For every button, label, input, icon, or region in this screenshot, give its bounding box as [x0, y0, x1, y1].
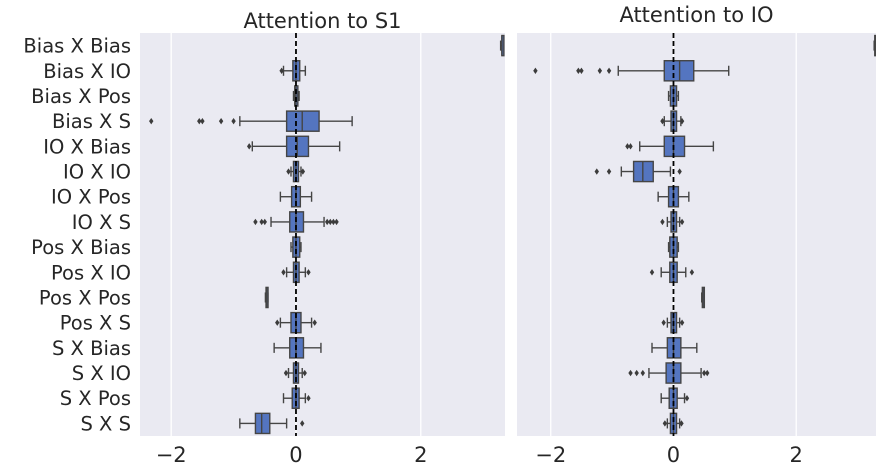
outlier-point: [283, 369, 289, 377]
box-pos-x-bias: [667, 236, 680, 258]
box-bias-x-s: [149, 110, 353, 132]
outlier-point: [253, 218, 258, 226]
category-label: Pos X Pos: [39, 286, 131, 309]
outlier-point: [324, 218, 330, 226]
outlier-point: [286, 168, 291, 175]
outlier-point: [662, 420, 668, 427]
outlier-point: [149, 117, 154, 125]
outlier-point: [649, 269, 655, 276]
x-tick-label: 2: [790, 443, 803, 465]
box-io-x-bias: [246, 135, 341, 158]
category-label: Bias X IO: [43, 60, 131, 83]
category-label: Pos X Bias: [31, 236, 131, 259]
x-tick-label: 0: [667, 443, 680, 465]
outlier-point: [679, 218, 685, 226]
iqr-box: [254, 412, 271, 435]
outlier-point: [628, 143, 633, 150]
box-bias-x-io: [533, 60, 730, 82]
outlier-point: [302, 369, 307, 377]
outlier-point: [661, 319, 666, 326]
outlier-point: [705, 369, 710, 377]
outlier-point: [597, 67, 603, 74]
plot-background: [140, 33, 505, 436]
outlier-point: [628, 369, 633, 377]
outlier-point: [200, 117, 205, 125]
outlier-point: [306, 395, 311, 402]
outlier-point: [625, 143, 630, 150]
outlier-point: [312, 319, 317, 326]
box-pos-x-pos: [701, 286, 706, 309]
outlier-point: [328, 218, 333, 226]
category-label: Pos X IO: [51, 261, 131, 284]
category-label: IO X Bias: [43, 135, 131, 158]
panel-attention-to-io: −2 0 2 Attention to IO: [517, 3, 876, 465]
outlier-point: [640, 369, 646, 377]
category-label: Pos X S: [60, 312, 131, 335]
outlier-point: [679, 420, 684, 427]
outlier-point: [334, 218, 339, 226]
outlier-point: [275, 319, 280, 326]
outlier-point: [594, 168, 599, 175]
outlier-point: [262, 218, 267, 226]
x-tick-label: −2: [156, 443, 187, 465]
box-bias-x-bias: [499, 34, 505, 57]
outlier-point: [331, 218, 336, 226]
category-label: IO X Pos: [51, 186, 131, 209]
outlier-point: [606, 67, 612, 74]
iqr-box: [663, 135, 686, 158]
outlier-point: [684, 395, 690, 402]
x-tick-label: 0: [289, 443, 302, 465]
outlier-point: [231, 117, 236, 125]
category-label: IO X IO: [63, 161, 131, 184]
outlier-point: [606, 168, 612, 175]
outlier-point: [677, 168, 682, 175]
outlier-point: [300, 168, 306, 175]
box-bias-x-pos: [292, 85, 300, 107]
outlier-point: [281, 269, 286, 276]
category-label: IO X S: [72, 211, 131, 234]
outlier-point: [679, 319, 685, 326]
box-io-x-io: [594, 160, 682, 183]
outlier-point: [218, 117, 224, 125]
category-label: S X S: [80, 412, 131, 435]
outlier-point: [660, 117, 665, 125]
category-label: S X Bias: [52, 337, 131, 360]
outlier-point: [197, 117, 202, 125]
box-bias-x-pos: [667, 85, 680, 107]
category-label: Bias X Pos: [31, 85, 131, 108]
outlier-point: [533, 67, 538, 74]
category-label: S X IO: [72, 362, 131, 385]
outlier-point: [306, 269, 311, 276]
plot-background: [517, 33, 876, 436]
category-label: Bias X Bias: [23, 35, 131, 58]
outlier-point: [634, 369, 639, 377]
outlier-point: [246, 143, 252, 150]
outlier-point: [579, 67, 584, 74]
outlier-point: [679, 117, 685, 125]
outlier-point: [259, 218, 264, 226]
outlier-point: [660, 218, 665, 226]
outlier-point: [701, 369, 707, 377]
category-label: Bias X S: [52, 110, 131, 133]
outlier-point: [279, 67, 284, 74]
category-label: S X Pos: [60, 387, 131, 410]
x-tick-label: −2: [535, 443, 566, 465]
outlier-point: [576, 67, 581, 74]
box-pos-x-bias: [290, 236, 302, 258]
chart-title: Attention to IO: [619, 3, 773, 27]
outlier-point: [300, 420, 305, 427]
box-pos-x-pos: [264, 286, 269, 309]
box-s-x-s: [239, 412, 305, 435]
outlier-point: [689, 269, 695, 276]
chart-title: Attention to S1: [243, 9, 401, 33]
panel-attention-to-s1: −2 0 2 Attention to S1: [140, 9, 505, 465]
x-tick-label: 2: [414, 443, 427, 465]
